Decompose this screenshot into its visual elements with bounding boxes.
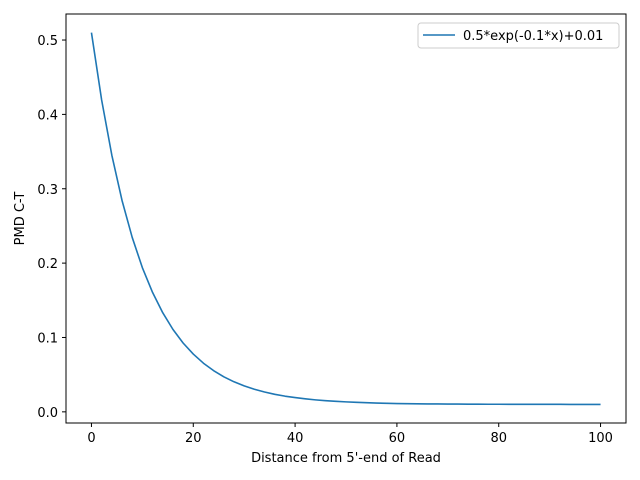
x-tick-label: 100	[588, 431, 613, 446]
x-tick-label: 20	[185, 431, 202, 446]
x-tick-label: 0	[87, 431, 95, 446]
y-tick-label: 0.3	[37, 183, 58, 198]
x-axis-label: Distance from 5'-end of Read	[251, 451, 441, 466]
legend-label: 0.5*exp(-0.1*x)+0.01	[463, 29, 603, 44]
series-line	[90, 32, 601, 406]
y-tick-label: 0.2	[37, 257, 58, 272]
x-tick-label: 80	[490, 431, 507, 446]
legend-box	[417, 22, 620, 49]
y-tick-label: 0.1	[37, 331, 58, 346]
y-tick-label: 0.0	[37, 406, 58, 421]
y-axis: 0.0 0.1 0.2 0.3 0.4 0.5	[37, 34, 66, 421]
x-axis: 0 20 40 60 80 100	[87, 423, 613, 446]
y-tick-label: 0.5	[37, 34, 58, 49]
series-group	[90, 32, 601, 406]
legend: 0.5*exp(-0.1*x)+0.01	[417, 22, 620, 49]
axes-frame	[65, 13, 627, 424]
y-tick-label: 0.4	[37, 108, 58, 123]
x-tick-label: 60	[389, 431, 406, 446]
y-axis-label: PMD C-T	[13, 192, 28, 246]
x-tick-label: 40	[287, 431, 304, 446]
